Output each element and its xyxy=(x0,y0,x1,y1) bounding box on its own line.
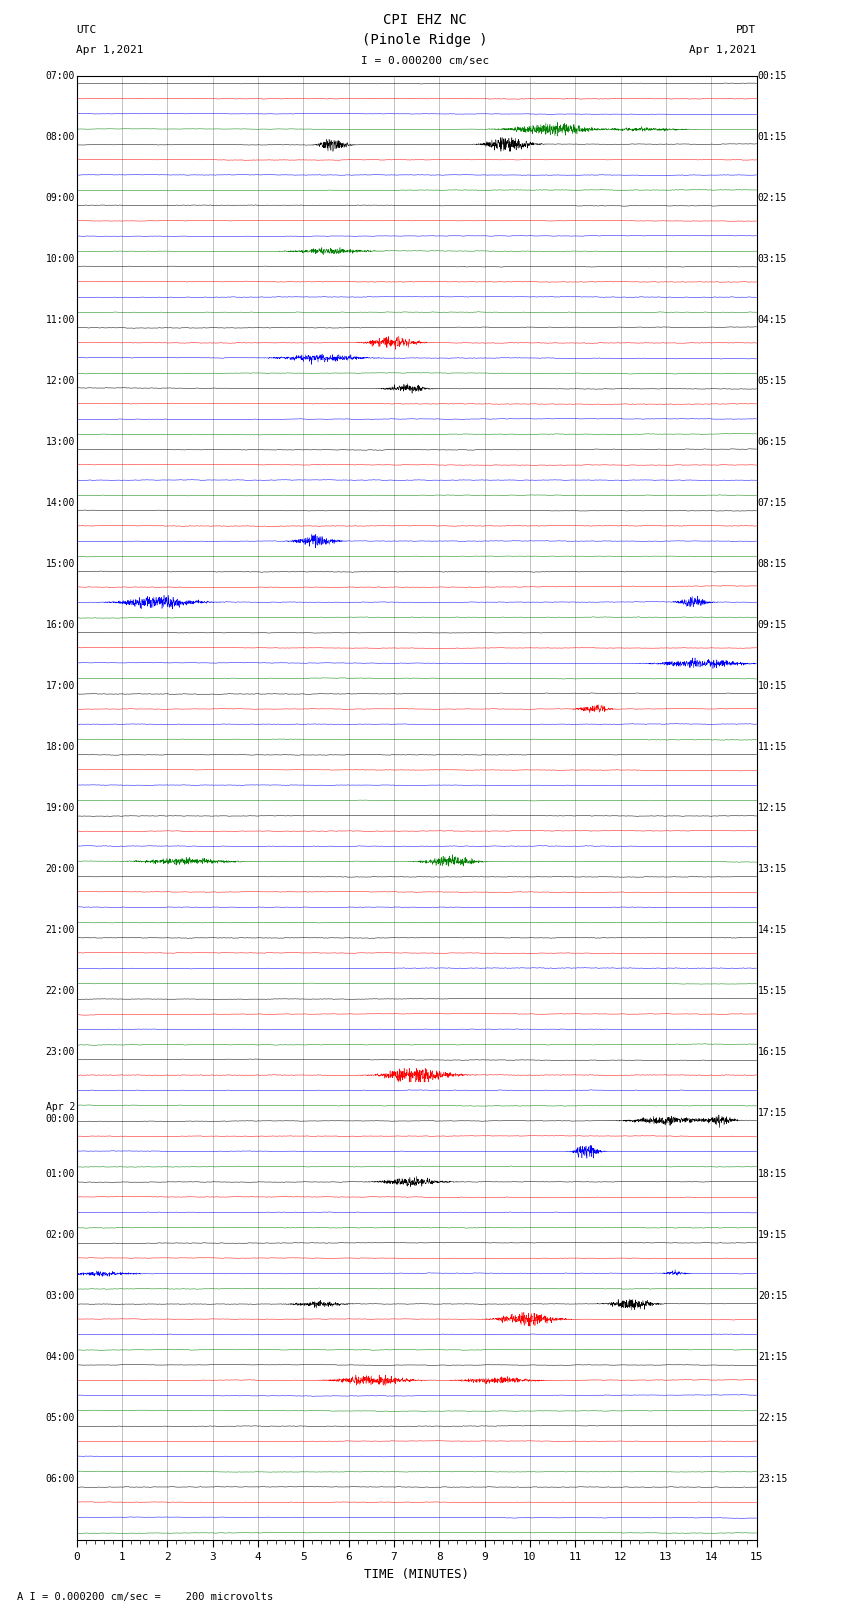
Text: 01:15: 01:15 xyxy=(758,132,787,142)
Text: Apr 1,2021: Apr 1,2021 xyxy=(76,45,144,55)
Text: 02:00: 02:00 xyxy=(46,1231,75,1240)
Text: 12:15: 12:15 xyxy=(758,803,787,813)
Text: 19:15: 19:15 xyxy=(758,1231,787,1240)
Text: 07:15: 07:15 xyxy=(758,498,787,508)
Text: 23:00: 23:00 xyxy=(46,1047,75,1057)
Text: I = 0.000200 cm/sec: I = 0.000200 cm/sec xyxy=(361,56,489,66)
Text: 16:00: 16:00 xyxy=(46,619,75,631)
Text: 04:15: 04:15 xyxy=(758,315,787,324)
Text: A I = 0.000200 cm/sec =    200 microvolts: A I = 0.000200 cm/sec = 200 microvolts xyxy=(17,1592,273,1602)
Text: 09:15: 09:15 xyxy=(758,619,787,631)
Text: 03:15: 03:15 xyxy=(758,253,787,265)
Text: 16:15: 16:15 xyxy=(758,1047,787,1057)
Text: 10:00: 10:00 xyxy=(46,253,75,265)
Text: 15:15: 15:15 xyxy=(758,986,787,997)
Text: 08:00: 08:00 xyxy=(46,132,75,142)
Text: 21:15: 21:15 xyxy=(758,1352,787,1363)
X-axis label: TIME (MINUTES): TIME (MINUTES) xyxy=(364,1568,469,1581)
Text: 01:00: 01:00 xyxy=(46,1169,75,1179)
Text: 12:00: 12:00 xyxy=(46,376,75,386)
Text: 03:00: 03:00 xyxy=(46,1292,75,1302)
Text: Apr 1,2021: Apr 1,2021 xyxy=(689,45,756,55)
Text: 02:15: 02:15 xyxy=(758,194,787,203)
Text: CPI EHZ NC: CPI EHZ NC xyxy=(383,13,467,27)
Text: 09:00: 09:00 xyxy=(46,194,75,203)
Text: 13:00: 13:00 xyxy=(46,437,75,447)
Text: 18:00: 18:00 xyxy=(46,742,75,752)
Text: 17:00: 17:00 xyxy=(46,681,75,690)
Text: 14:15: 14:15 xyxy=(758,926,787,936)
Text: 13:15: 13:15 xyxy=(758,865,787,874)
Text: (Pinole Ridge ): (Pinole Ridge ) xyxy=(362,32,488,47)
Text: 11:00: 11:00 xyxy=(46,315,75,324)
Text: PDT: PDT xyxy=(736,26,756,35)
Text: 20:15: 20:15 xyxy=(758,1292,787,1302)
Text: 21:00: 21:00 xyxy=(46,926,75,936)
Text: 19:00: 19:00 xyxy=(46,803,75,813)
Text: 23:15: 23:15 xyxy=(758,1474,787,1484)
Text: 08:15: 08:15 xyxy=(758,560,787,569)
Text: 06:15: 06:15 xyxy=(758,437,787,447)
Text: 20:00: 20:00 xyxy=(46,865,75,874)
Text: 05:00: 05:00 xyxy=(46,1413,75,1423)
Text: 05:15: 05:15 xyxy=(758,376,787,386)
Text: 07:00: 07:00 xyxy=(46,71,75,81)
Text: 22:00: 22:00 xyxy=(46,986,75,997)
Text: UTC: UTC xyxy=(76,26,97,35)
Text: 11:15: 11:15 xyxy=(758,742,787,752)
Text: 14:00: 14:00 xyxy=(46,498,75,508)
Text: 00:15: 00:15 xyxy=(758,71,787,81)
Text: 06:00: 06:00 xyxy=(46,1474,75,1484)
Text: 10:15: 10:15 xyxy=(758,681,787,690)
Text: 15:00: 15:00 xyxy=(46,560,75,569)
Text: 04:00: 04:00 xyxy=(46,1352,75,1363)
Text: 22:15: 22:15 xyxy=(758,1413,787,1423)
Text: 18:15: 18:15 xyxy=(758,1169,787,1179)
Text: 17:15: 17:15 xyxy=(758,1108,787,1118)
Text: Apr 2
00:00: Apr 2 00:00 xyxy=(46,1102,75,1124)
